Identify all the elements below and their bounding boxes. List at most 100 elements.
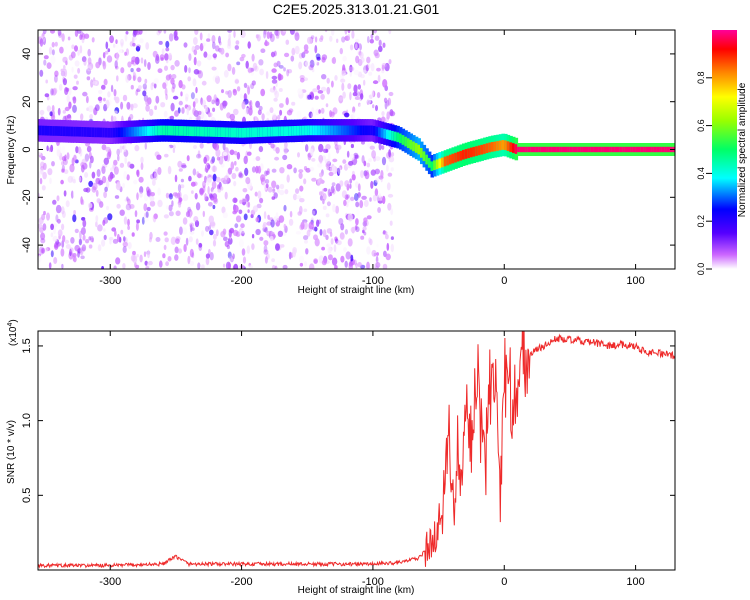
noise-speckle [209,229,214,236]
noise-speckle [210,159,215,165]
noise-speckle [289,210,293,218]
noise-speckle [120,229,124,235]
ridge-core [312,125,316,136]
noise-speckle [270,219,275,228]
ridge-core [372,125,377,136]
noise-speckle [385,116,389,123]
ridge-core [178,126,182,136]
ridge-core [54,126,59,136]
noise-speckle [327,246,332,254]
noise-speckle [247,151,252,156]
noise-speckle [316,56,321,61]
noise-speckle [271,68,277,73]
noise-speckle [202,210,205,218]
noise-speckle [316,84,321,91]
noise-speckle [52,87,58,94]
noise-speckle [77,146,82,155]
ridge-core [236,127,240,138]
noise-speckle [331,257,338,266]
noise-speckle [146,181,150,188]
noise-speckle [143,203,148,212]
noise-speckle [289,30,295,35]
noise-speckle [350,143,354,149]
noise-speckle [357,262,362,268]
noise-speckle [103,78,108,86]
noise-speckle [127,74,132,81]
ridge-core [62,126,67,137]
noise-speckle [195,238,199,245]
noise-speckle [201,230,204,237]
ridge-core [501,140,505,150]
noise-speckle [311,177,317,182]
noise-speckle [202,180,206,189]
ridge-core [630,146,634,153]
noise-speckle [67,36,71,41]
noise-speckle [212,53,217,59]
noise-speckle [71,66,74,73]
noise-speckle [113,166,119,175]
noise-speckle [322,198,325,205]
x-tick-label: -100 [362,275,384,287]
noise-speckle [170,236,177,245]
noise-speckle [127,198,131,206]
noise-speckle [257,190,262,199]
noise-speckle [125,74,130,84]
noise-speckle [222,142,226,151]
noise-speckle [52,199,57,205]
noise-speckle [366,162,371,168]
noise-speckle [46,62,52,69]
noise-speckle [185,211,191,218]
noise-speckle [144,78,148,84]
ridge-core [467,148,471,159]
ridge-core [480,144,484,155]
noise-speckle [295,231,302,235]
noise-speckle [324,30,328,33]
noise-speckle [135,44,142,49]
noise-speckle [239,239,244,248]
noise-speckle [43,162,47,171]
noise-speckle [109,167,115,172]
noise-speckle [136,192,139,201]
noise-speckle [120,42,124,48]
ridge-core [554,146,558,153]
ridge-core [204,126,209,137]
noise-speckle [154,105,158,110]
ridge-core [635,146,639,153]
noise-speckle [305,60,311,67]
noise-speckle [74,60,80,67]
ridge-core [354,125,358,136]
noise-speckle [341,70,346,77]
noise-speckle [327,254,333,261]
ridge-core [207,126,211,137]
noise-speckle [254,65,259,72]
ridge-core [299,125,303,136]
noise-speckle [274,30,279,36]
noise-speckle [367,36,370,44]
noise-speckle [193,69,200,75]
noise-speckle [225,52,230,58]
noise-speckle [333,244,337,253]
noise-speckle [220,47,225,55]
ridge-core [412,141,416,152]
noise-speckle [142,30,148,35]
noise-speckle [165,93,168,101]
noise-speckle [197,173,202,179]
noise-speckle [69,247,74,253]
noise-speckle [269,87,276,93]
noise-speckle [344,30,348,35]
noise-speckle [62,235,66,243]
noise-speckle [358,102,361,108]
noise-speckle [369,238,373,246]
noise-speckle [60,248,65,257]
noise-speckle [106,99,112,106]
noise-speckle [363,217,368,223]
ridge-core [651,146,655,153]
noise-speckle [97,96,103,102]
noise-speckle [142,90,147,97]
noise-speckle [215,229,219,237]
noise-speckle [82,234,86,241]
noise-speckle [183,244,187,252]
noise-speckle [205,225,210,232]
noise-speckle [355,43,358,50]
noise-speckle [262,224,267,228]
